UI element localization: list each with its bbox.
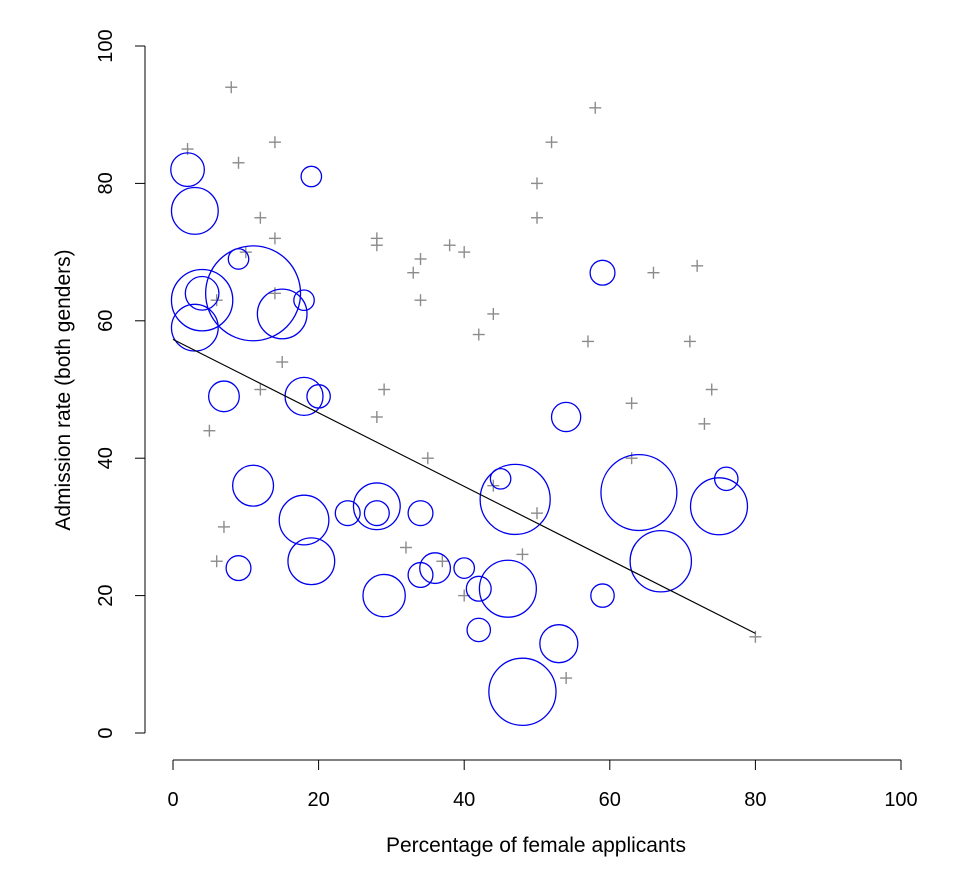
plus-point [683,335,696,348]
x-tick-label: 80 [744,789,766,811]
bubble-point [184,275,220,311]
plus-point [516,548,529,561]
bubble-point [306,384,331,409]
plus-point [581,335,594,348]
bubble-point [363,500,390,527]
plus-point [210,294,223,307]
x-tick-label: 100 [884,789,917,811]
plot-area [170,81,762,727]
x-axis-title: Percentage of female applicants [386,834,686,857]
plus-point [647,266,660,279]
plus-point [487,307,500,320]
x-tick-label: 60 [599,789,621,811]
plus-point [421,452,434,465]
bubble-point [479,463,551,536]
plus-point [268,287,281,300]
y-tick-label: 20 [95,584,117,606]
plus-point [232,156,245,169]
plus-point [705,383,718,396]
bubble-point [170,152,205,188]
plus-point [414,294,427,307]
x-axis-ticks: 0 20 40 60 80 100 [167,760,918,811]
bubble-point [207,380,240,413]
plus-point [625,452,638,465]
bubble-point [465,575,492,602]
bubble-point [278,494,330,546]
plus-point [531,507,543,520]
plus-point [472,328,485,341]
y-axis-title: Admission rate (both genders) [52,249,75,530]
plus-point [370,410,383,423]
plus-point [254,211,267,224]
y-tick-label: 60 [95,310,117,332]
bubble-point [287,537,336,586]
plus-point [531,177,543,190]
bubble-point [590,583,615,608]
bubble-point [478,559,538,618]
plus-point [458,246,471,259]
bubble-point [453,557,476,579]
plus-point [691,259,704,272]
bubble-point [227,248,250,270]
bubble-point [231,464,275,507]
bubble-point [256,288,308,340]
bubble-point [300,165,323,188]
bubble-point [225,555,252,582]
plus-point [407,266,420,279]
plus-point [625,397,638,410]
plus-point [560,672,573,685]
plus-point [276,356,289,369]
plus-point [268,136,281,149]
y-axis-ticks: 0 20 40 60 80 100 [95,29,145,739]
plus-point [378,383,391,396]
plus-point [436,555,449,568]
plus-point [545,136,558,149]
bubble-point [204,245,302,342]
bubble-point [419,552,452,585]
bubble-point [407,500,434,527]
bubble-point [170,186,219,235]
plus-point [225,81,238,94]
x-tick-label: 20 [307,789,329,811]
plus-point [203,424,216,437]
bubble-point [689,477,749,536]
plus-point [749,630,762,643]
bubble-point [352,482,401,531]
y-tick-label: 0 [95,727,117,738]
plus-point [531,211,543,224]
plus-point [414,252,427,265]
bubble-point [550,401,582,433]
bubble-point [466,617,492,643]
y-tick-label: 100 [95,29,117,62]
plus-point [589,101,602,114]
bubble-point [170,268,234,332]
bubble-point [170,303,219,352]
plus-point [698,417,711,430]
bubble-point [284,376,324,416]
y-tick-label: 80 [95,172,117,194]
plus-point [217,520,230,533]
bubble-point [362,573,406,618]
x-tick-label: 40 [453,789,475,811]
bubble-point [539,624,579,664]
plus-point [370,239,383,252]
plus-point [254,383,267,396]
bubble-point [489,467,512,490]
bubble-point [600,453,678,532]
bubble-point [293,289,315,312]
y-tick-label: 40 [95,447,117,469]
plus-point [399,541,412,554]
bubble-point [407,561,434,589]
bubble-point [334,500,361,527]
bubble-point [488,657,557,727]
plus-point [210,555,223,568]
plus-point [443,239,456,252]
bubble-point [713,466,739,492]
plus-point [268,232,281,245]
bubble-point [589,259,616,286]
x-tick-label: 0 [167,789,178,811]
bubble-point [629,529,693,593]
regression-line [172,338,756,634]
